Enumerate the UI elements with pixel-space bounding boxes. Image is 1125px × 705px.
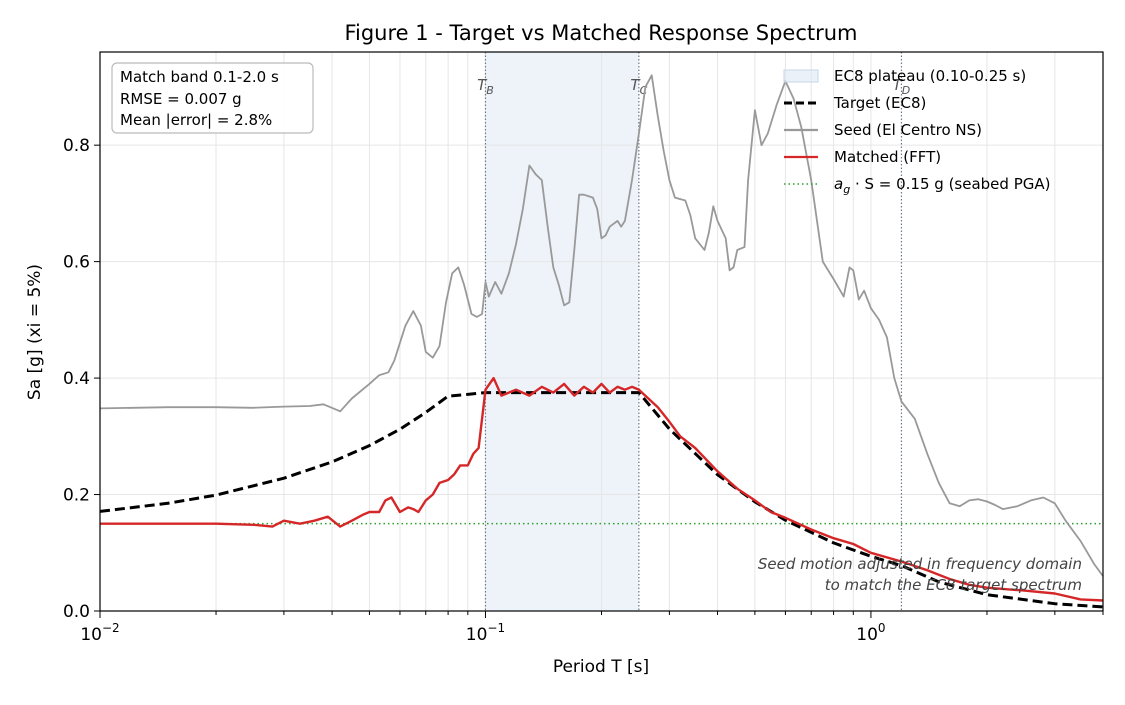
note-line-1: Seed motion adjusted in frequency domain bbox=[758, 555, 1082, 573]
legend-seed-label: Seed (El Centro NS) bbox=[834, 121, 982, 139]
legend-swatch-plateau bbox=[783, 69, 819, 83]
stats-line-rmse: RMSE = 0.007 g bbox=[120, 90, 242, 108]
stats-line-error: Mean |error| = 2.8% bbox=[120, 111, 272, 129]
plateau-band bbox=[485, 52, 639, 611]
x-tick-label: 100 bbox=[856, 621, 885, 645]
y-tick-label: 0.6 bbox=[63, 253, 90, 273]
corner-period-label: TC bbox=[630, 76, 647, 97]
legend: EC8 plateau (0.10-0.25 s) Target (EC8) See… bbox=[783, 67, 1050, 196]
x-tick-label: 10−2 bbox=[80, 621, 119, 645]
series-line bbox=[100, 74, 1103, 577]
y-tick-label: 0.8 bbox=[63, 136, 90, 156]
y-tick-label: 0.4 bbox=[63, 369, 90, 389]
legend-matched-label: Matched (FFT) bbox=[834, 148, 941, 166]
y-axis-label: Sa [g] (xi = 5%) bbox=[25, 264, 45, 400]
series-line bbox=[100, 376, 1103, 602]
legend-label-plateau: EC8 plateau (0.10-0.25 s) bbox=[834, 67, 1026, 85]
chart-title: Figure 1 - Target vs Matched Response Sp… bbox=[344, 21, 857, 45]
corner-period-label: TB bbox=[477, 76, 494, 97]
stats-box-frame bbox=[111, 62, 314, 134]
stats-box: Match band 0.1-2.0 s RMSE = 0.007 g Mean… bbox=[111, 62, 314, 134]
series-line bbox=[100, 391, 1103, 609]
legend-pga-label: ag · S = 0.15 g (seabed PGA) bbox=[834, 175, 1050, 196]
note-annotation: Seed motion adjusted in frequency domain… bbox=[758, 555, 1082, 594]
corner-period-label: TD bbox=[893, 76, 911, 97]
x-axis-label: Period T [s] bbox=[553, 657, 649, 677]
x-tick-label: 10−1 bbox=[466, 621, 505, 645]
plot-area: TB TC TD 10−2 10−1 100 0.0 0.2 0.4 0.6 0.8 bbox=[63, 51, 1104, 645]
note-line-2: to match the EC8 target spectrum bbox=[825, 576, 1082, 594]
stats-line-band: Match band 0.1-2.0 s bbox=[120, 68, 279, 86]
legend-target-label: Target (EC8) bbox=[833, 94, 926, 112]
y-tick-label: 0.2 bbox=[63, 486, 90, 506]
y-tick-label: 0.0 bbox=[63, 602, 90, 622]
